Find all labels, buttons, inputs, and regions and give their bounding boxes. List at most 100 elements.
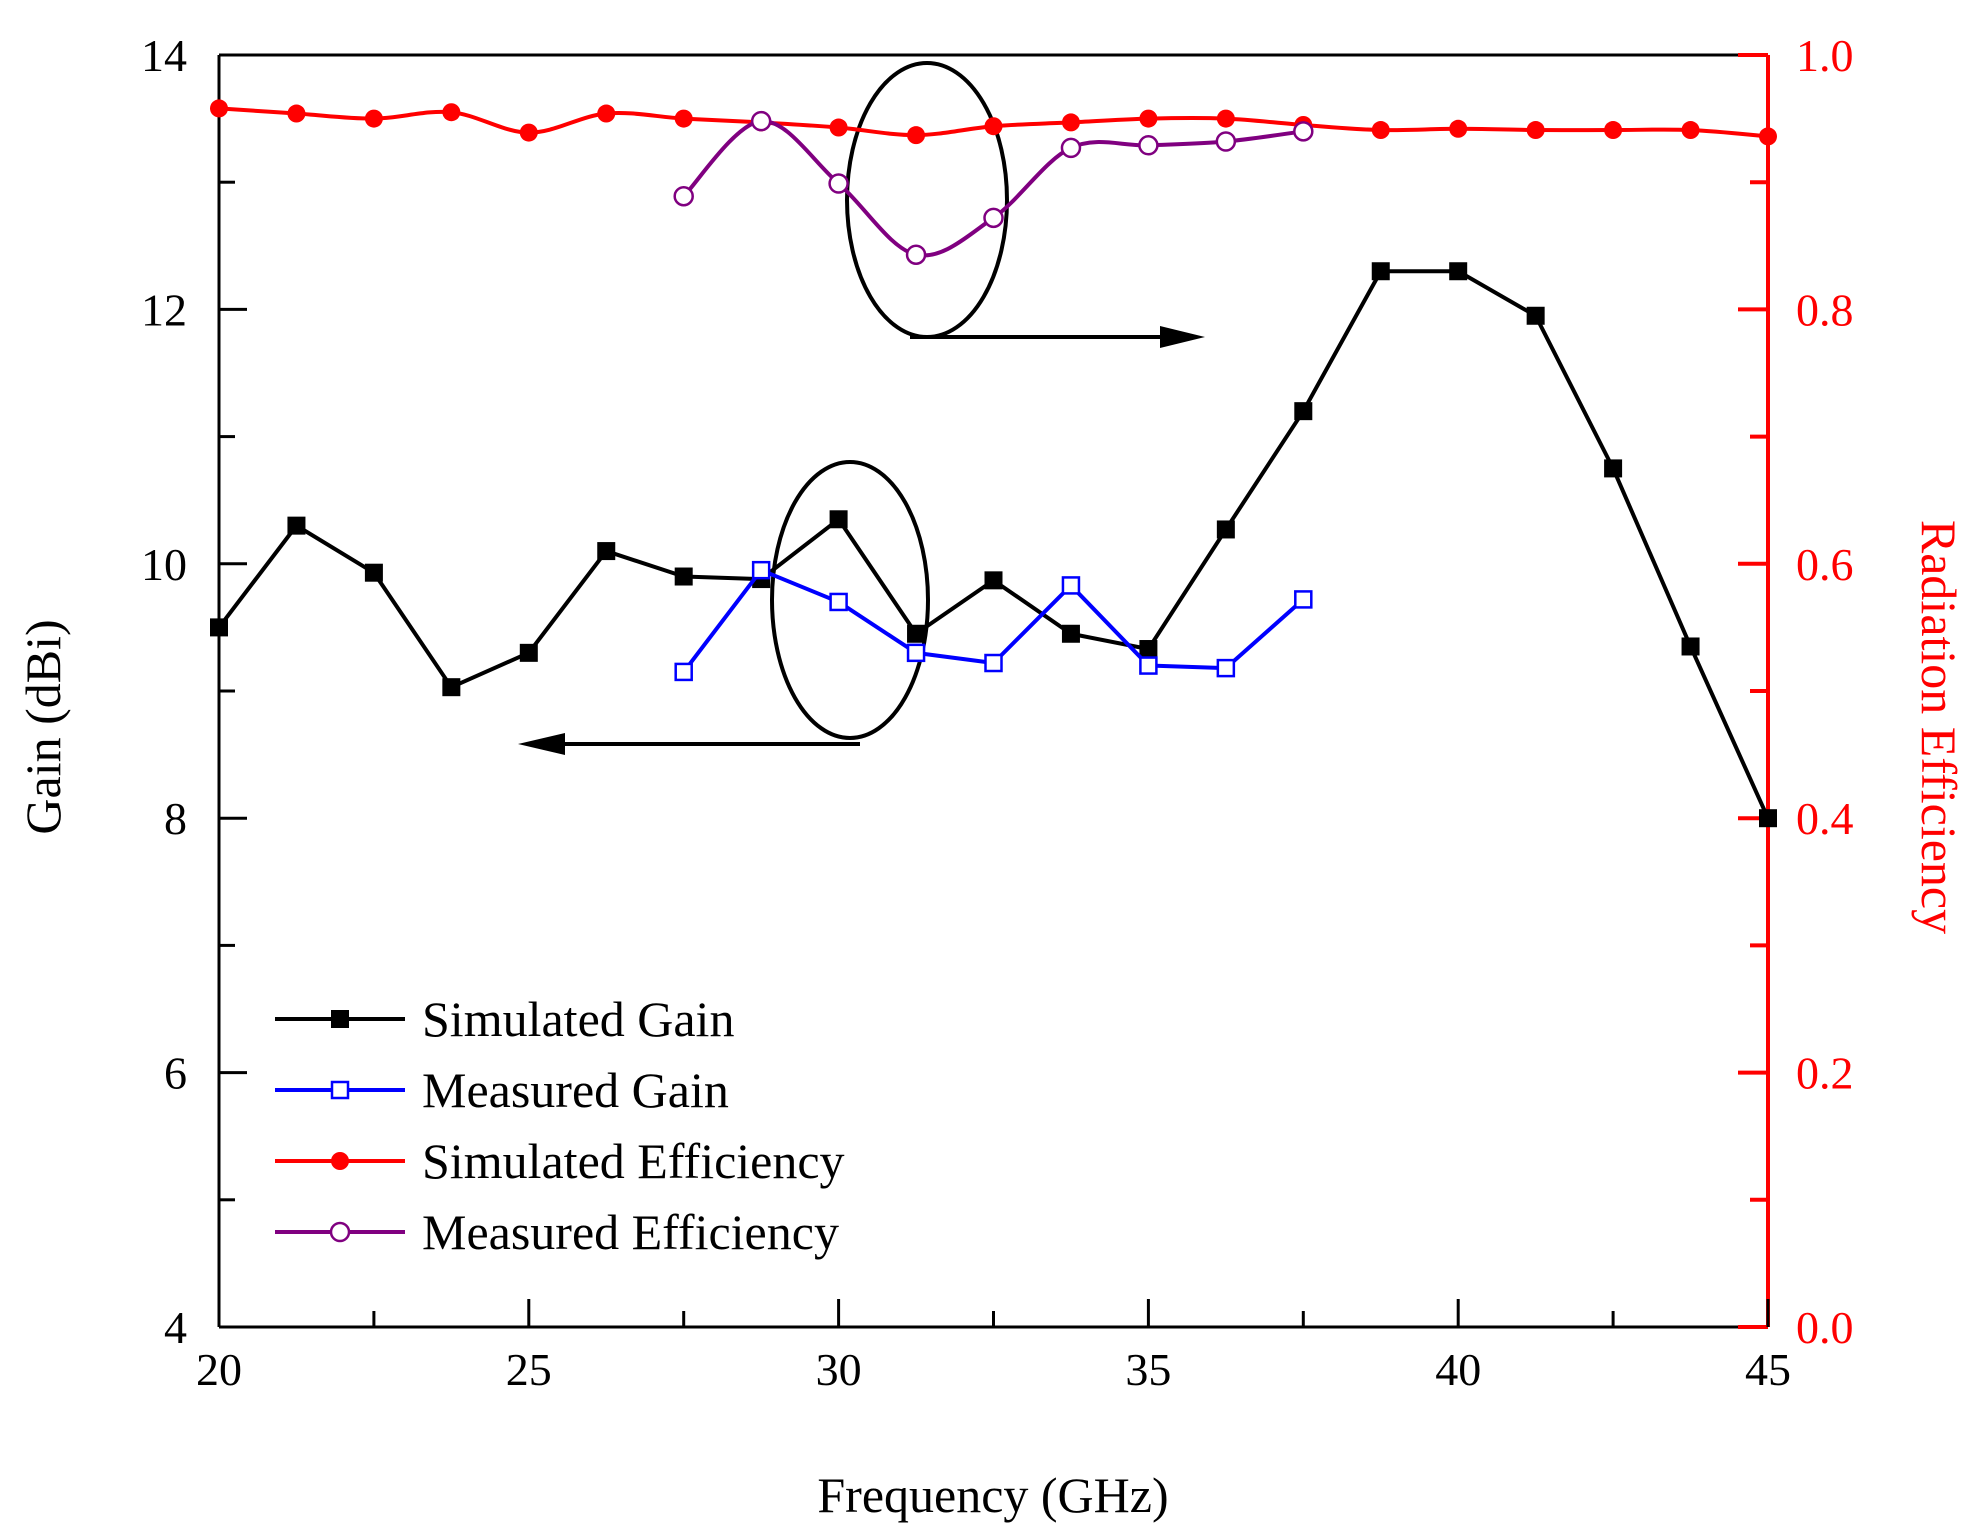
data-point	[984, 117, 1003, 136]
data-point	[442, 103, 461, 122]
data-point	[1526, 306, 1545, 325]
y-right-tick-label: 0.6	[1796, 539, 1854, 590]
y-right-tick-label: 0.0	[1796, 1302, 1854, 1353]
legend-item-simulated-gain: Simulated Gain	[275, 991, 734, 1047]
legend-label: Simulated Gain	[422, 991, 734, 1047]
data-point	[1139, 109, 1158, 128]
y-left-tick-label: 10	[141, 539, 187, 590]
efficiency-group-ellipse	[845, 61, 1009, 339]
data-point	[984, 571, 1003, 590]
data-point	[828, 173, 849, 194]
right-y-axis-title: Radiation Efficiency	[1911, 520, 1967, 934]
legend-item-measured-efficiency: Measured Efficiency	[275, 1204, 839, 1260]
y-left-tick-label: 4	[164, 1302, 187, 1353]
data-point	[1061, 624, 1080, 643]
data-point	[984, 653, 1003, 673]
data-point	[519, 643, 538, 662]
data-point	[906, 643, 926, 663]
legend-marker	[331, 1010, 349, 1028]
data-point	[1759, 809, 1777, 828]
y-left-tick-label: 12	[141, 284, 187, 335]
legend-marker	[329, 1221, 351, 1243]
data-point	[287, 516, 306, 535]
data-point	[1216, 109, 1235, 128]
data-point	[1139, 656, 1158, 675]
data-point	[364, 563, 383, 582]
data-point	[1681, 121, 1700, 140]
y-right-tick-label: 1.0	[1796, 30, 1854, 81]
x-tick-label: 30	[816, 1344, 862, 1395]
data-point	[674, 567, 693, 586]
data-point	[905, 244, 927, 265]
data-point	[1371, 121, 1390, 140]
x-tick-label: 45	[1745, 1344, 1791, 1395]
data-point	[1449, 262, 1468, 281]
data-point	[442, 678, 461, 697]
data-point	[1294, 590, 1313, 609]
y-right-tick-label: 0.8	[1796, 284, 1854, 335]
left-y-axis-title: Gain (dBi)	[15, 619, 71, 834]
measured-efficiency-line	[682, 119, 1304, 258]
data-point	[597, 542, 616, 561]
data-point	[1216, 520, 1235, 539]
data-point	[1294, 402, 1313, 421]
legend-item-measured-gain: Measured Gain	[275, 1062, 729, 1118]
data-point	[1293, 121, 1314, 142]
measured-gain-series	[674, 560, 1313, 682]
x-tick-label: 25	[506, 1344, 552, 1395]
data-point	[1138, 135, 1159, 156]
annotations	[518, 61, 1205, 755]
data-point	[1759, 127, 1777, 146]
data-point	[907, 126, 926, 145]
data-point	[1681, 637, 1700, 656]
data-point	[1604, 459, 1623, 478]
legend: Simulated Gain Measured Gain Simulated Eff…	[275, 991, 845, 1260]
y-left-tick-label: 14	[141, 30, 187, 81]
measured-efficiency-series	[673, 110, 1314, 265]
data-point	[1139, 640, 1158, 659]
legend-label: Measured Gain	[422, 1062, 729, 1118]
y-left-tick-label: 6	[164, 1048, 187, 1099]
gain-group-ellipse	[770, 460, 930, 740]
data-point	[674, 662, 693, 682]
data-point	[673, 185, 694, 207]
data-point	[1604, 121, 1623, 140]
simulated-efficiency-series	[210, 99, 1777, 146]
right-y-axis: 0.0 0.2 0.4 0.6 0.8 1.0	[1738, 30, 1854, 1353]
right-arrow-head	[1160, 326, 1205, 348]
x-axis-title: Frequency (GHz)	[817, 1467, 1168, 1523]
data-point	[287, 104, 306, 123]
data-point	[210, 618, 228, 637]
left-arrow-head	[518, 733, 565, 755]
data-point	[1371, 262, 1390, 281]
y-right-tick-label: 0.4	[1796, 793, 1854, 844]
data-point	[1216, 658, 1236, 678]
data-point	[983, 207, 1004, 229]
data-point	[1061, 113, 1080, 132]
data-point	[751, 560, 771, 580]
data-point	[829, 510, 848, 529]
simulated-gain-line	[217, 269, 1770, 820]
data-point	[907, 624, 926, 643]
data-point	[829, 592, 848, 612]
x-tick-label: 40	[1435, 1344, 1481, 1395]
series-layer	[210, 99, 1777, 828]
data-point	[1061, 576, 1081, 595]
y-right-tick-label: 0.2	[1796, 1048, 1854, 1099]
y-left-tick-label: 8	[164, 793, 187, 844]
x-tick-label: 20	[196, 1344, 242, 1395]
legend-marker	[330, 1080, 350, 1100]
data-point	[597, 104, 616, 123]
data-point	[829, 118, 848, 137]
legend-label: Simulated Efficiency	[422, 1133, 845, 1189]
left-y-axis: 4 6 8 10 12 14	[141, 30, 247, 1353]
x-tick-label: 35	[1125, 1344, 1171, 1395]
simulated-gain-series	[210, 262, 1777, 828]
legend-label: Measured Efficiency	[422, 1204, 839, 1260]
data-point	[1060, 137, 1082, 159]
data-point	[1449, 119, 1468, 138]
legend-marker	[331, 1152, 349, 1170]
x-axis: 20 25 30 35 40 45	[196, 1299, 1791, 1395]
data-point	[674, 109, 693, 128]
